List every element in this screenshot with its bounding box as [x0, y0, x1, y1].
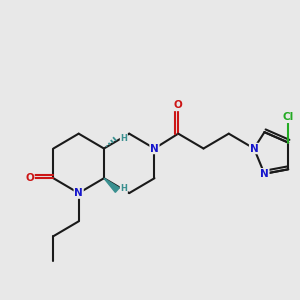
Text: N: N [74, 188, 83, 198]
Text: O: O [174, 100, 183, 110]
Text: N: N [150, 143, 159, 154]
Text: O: O [25, 173, 34, 183]
Text: H: H [120, 134, 127, 142]
Text: N: N [260, 169, 269, 179]
Text: N: N [250, 143, 258, 154]
Text: Cl: Cl [283, 112, 294, 122]
Polygon shape [104, 178, 119, 192]
Text: H: H [120, 184, 127, 193]
